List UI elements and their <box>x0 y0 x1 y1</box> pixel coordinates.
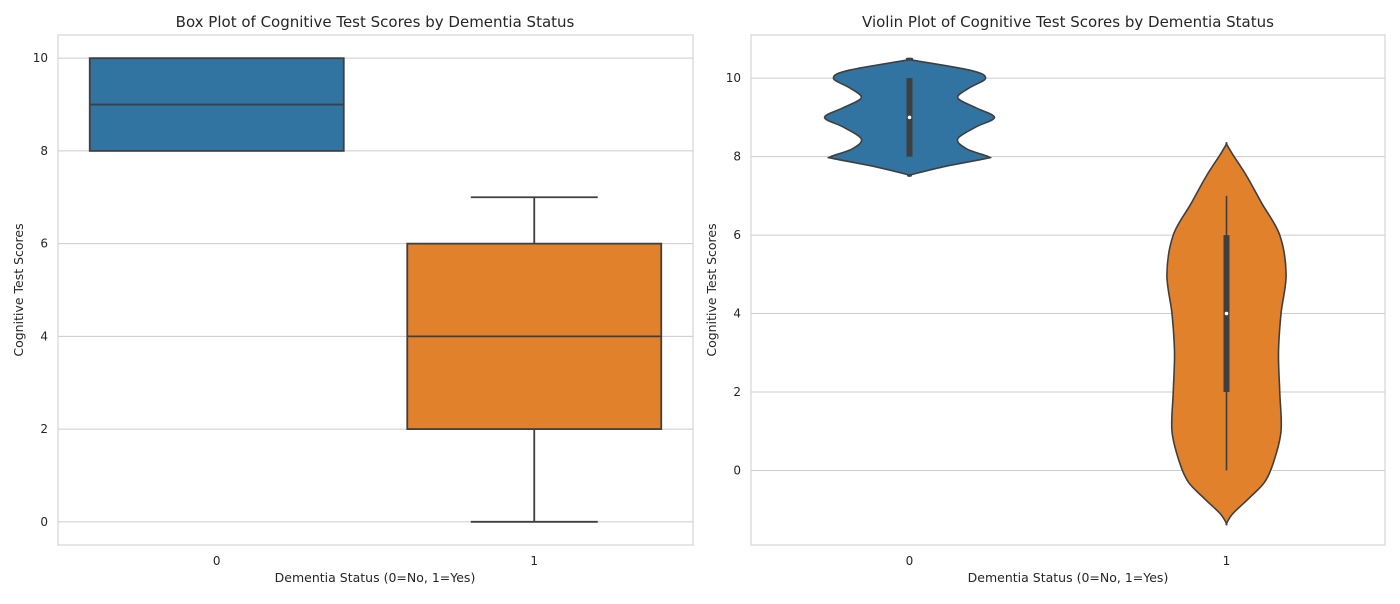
x-tick-label: 0 <box>213 554 221 568</box>
x-tick-label: 1 <box>1223 554 1231 568</box>
violin-median-dot <box>1224 311 1229 316</box>
box-plot-frame <box>57 34 694 546</box>
y-tick-label: 6 <box>40 237 48 251</box>
y-tick-label: 2 <box>733 385 741 399</box>
violin-plot-frame <box>750 34 1386 546</box>
box-group-1 <box>406 196 663 523</box>
violin-group-0 <box>823 57 996 177</box>
x-tick-label: 1 <box>530 554 538 568</box>
violin-plot-title: Violin Plot of Cognitive Test Scores by … <box>862 13 1274 31</box>
y-tick-label: 10 <box>726 71 741 85</box>
y-tick-label: 10 <box>33 51 48 65</box>
y-tick-label: 6 <box>733 228 741 242</box>
violin-plot-y-ticks: 0 2 4 6 8 10 <box>726 71 741 477</box>
box-plot-panel: Box Plot of Cognitive Test Scores by Dem… <box>11 13 694 585</box>
violin-median-dot <box>907 115 912 120</box>
violin-plot-gridlines <box>751 77 1385 471</box>
violin-plot-panel: Violin Plot of Cognitive Test Scores by … <box>704 13 1386 585</box>
box-plot-ylabel: Cognitive Test Scores <box>11 223 26 356</box>
y-tick-label: 0 <box>40 515 48 529</box>
x-tick-label: 0 <box>906 554 914 568</box>
y-tick-label: 0 <box>733 463 741 477</box>
box-plot-title: Box Plot of Cognitive Test Scores by Dem… <box>176 13 575 31</box>
violin-group-1 <box>1166 141 1287 526</box>
y-tick-label: 8 <box>40 144 48 158</box>
box-plot-y-ticks: 0 2 4 6 8 10 <box>33 51 48 529</box>
box-group-0 <box>88 57 345 152</box>
violin-plot-xlabel: Dementia Status (0=No, 1=Yes) <box>968 570 1169 585</box>
box-plot-xlabel: Dementia Status (0=No, 1=Yes) <box>275 570 476 585</box>
y-tick-label: 2 <box>40 422 48 436</box>
y-tick-label: 8 <box>733 150 741 164</box>
violin-plot-ylabel: Cognitive Test Scores <box>704 223 719 356</box>
box-plot-marks <box>88 57 663 523</box>
y-tick-label: 4 <box>733 307 741 321</box>
violin-plot-marks <box>823 57 1287 526</box>
y-tick-label: 4 <box>40 329 48 343</box>
